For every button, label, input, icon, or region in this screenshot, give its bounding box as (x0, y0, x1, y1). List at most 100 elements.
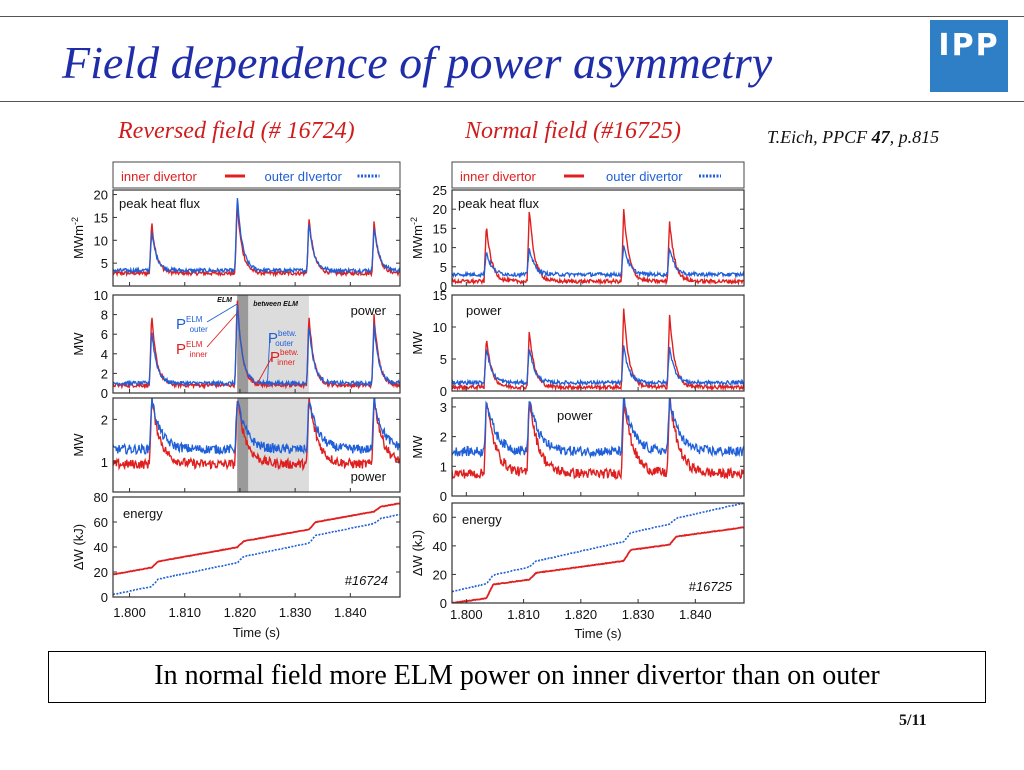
panel-label: energy (123, 506, 163, 521)
panel-3: 1 2 MW power (71, 397, 401, 493)
y-tick-label: 60 (433, 510, 447, 525)
between-elm-label: between ELM (253, 301, 298, 308)
slide-title: Field dependence of power asymmetry (62, 37, 773, 88)
legend-box (112, 161, 401, 189)
legend-label-inner: inner divertor (121, 169, 198, 184)
panel-frame (112, 189, 401, 287)
x-tick-label: 1.820 (565, 607, 598, 622)
y-tick-label: 0 (101, 386, 108, 401)
x-axis-label: Time (s) (574, 626, 621, 641)
annotation-p-inner-betw-sub: inner (277, 358, 295, 367)
panel-3: 0 1 2 3 MW power (410, 397, 745, 504)
annotation-p-inner-betw-sup: betw. (280, 348, 299, 357)
panel-1: 0 5 10 15 20 25 MWm-2 peak heat flux (409, 183, 745, 294)
legend-label-outer: outer divertor (606, 169, 683, 184)
y-tick-label: 20 (94, 565, 108, 580)
annotation-p-outer-betw-sub: outer (275, 339, 294, 348)
subtitle-normal-field: Normal field (#16725) (465, 118, 681, 144)
series-line-outer (113, 198, 400, 275)
chart-reversed-field: inner divertor outer dIvertor5101520MWm-2… (70, 161, 401, 640)
x-tick-label: 1.820 (224, 605, 257, 620)
citation-volume: 47 (871, 127, 890, 147)
y-tick-label: 2 (101, 366, 108, 381)
series-line-inner (113, 502, 400, 576)
elm-shade (237, 295, 249, 393)
shot-number: #16725 (689, 579, 733, 594)
panel-frame (451, 294, 745, 392)
conclusion-box: In normal field more ELM power on inner … (48, 651, 986, 703)
y-tick-label: 10 (94, 288, 108, 303)
x-tick-label: 1.810 (507, 607, 540, 622)
x-tick-label: 1.840 (679, 607, 712, 622)
y-tick-label: 40 (94, 540, 108, 555)
top-rule (0, 16, 1024, 17)
series-line-inner (452, 526, 744, 603)
y-tick-label: 0 (440, 596, 447, 611)
x-tick-label: 1.810 (168, 605, 201, 620)
legend-label-inner: inner divertor (460, 169, 537, 184)
y-tick-label: 80 (94, 490, 108, 505)
panel-4: 0 20 40 60 ΔW (kJ) energy #16725 (410, 502, 745, 611)
x-tick-label: 1.830 (279, 605, 312, 620)
series-line-inner (452, 209, 744, 286)
y-tick-label: 2 (440, 430, 447, 445)
y-axis-label: ΔW (kJ) (410, 530, 425, 576)
y-tick-label: 40 (433, 539, 447, 554)
y-tick-label: 1 (101, 455, 108, 470)
annotation-p-outer-elm-sub: outer (190, 325, 209, 334)
legend-label-outer: outer dIvertor (265, 169, 343, 184)
citation-suffix: , p.815 (889, 127, 940, 147)
y-axis-label: MWm-2 (409, 217, 425, 259)
shot-number: #16724 (345, 573, 388, 588)
title-rule (0, 101, 1024, 102)
panel-frame (112, 397, 401, 493)
y-axis-label-superscript: -2 (70, 217, 80, 225)
y-tick-label: 2 (101, 412, 108, 427)
panel-frame (451, 502, 745, 604)
logo-text: IPP (938, 28, 1000, 63)
elm-shade (237, 398, 249, 492)
y-axis-label: ΔW (kJ) (71, 524, 86, 570)
annotation-pointer-inner-betw (256, 356, 273, 386)
subtitle-reversed-field: Reversed field (# 16724) (118, 118, 355, 144)
series-line-inner (113, 398, 400, 472)
annotation-p-outer-elm: PELM outer (176, 315, 208, 334)
annotation-pointer-outer-betw (267, 332, 271, 382)
y-axis-label: MWm-2 (70, 217, 86, 259)
y-tick-label: 0 (440, 279, 447, 294)
y-tick-label: 5 (440, 352, 447, 367)
y-tick-label: 10 (433, 320, 447, 335)
series-line-outer (452, 345, 744, 387)
y-tick-label: 20 (433, 202, 447, 217)
panel-frame (451, 397, 745, 497)
panel-label: peak heat flux (119, 196, 200, 211)
y-tick-label: 4 (101, 347, 108, 362)
ipp-logo: IPP (930, 20, 1008, 92)
y-tick-label: 5 (440, 260, 447, 275)
legend-box (451, 161, 745, 189)
annotation-p-outer-elm-sup: ELM (186, 315, 203, 324)
y-tick-label: 15 (433, 288, 447, 303)
elm-window-label: ELM (217, 297, 232, 304)
y-tick-label: 10 (94, 233, 108, 248)
y-axis-label: MW (71, 433, 86, 457)
annotation-p-inner-elm: PELM inner (176, 340, 208, 359)
panel-label: power (351, 303, 387, 318)
series-line-outer (113, 305, 400, 388)
series-line-outer (452, 503, 744, 593)
panel-label: power (351, 469, 387, 484)
y-tick-label: 0 (101, 590, 108, 605)
y-tick-label: 8 (101, 308, 108, 323)
series-line-outer (113, 398, 400, 456)
panel-1: 5 10 15 20 MWm-2 peak heat flux (70, 188, 401, 287)
panel-label: energy (462, 512, 502, 527)
y-tick-label: 60 (94, 515, 108, 530)
y-tick-label: 0 (440, 489, 447, 504)
y-tick-label: 20 (94, 188, 108, 203)
series-line-inner (113, 206, 400, 278)
y-axis-label: MW (410, 331, 425, 355)
series-line-outer (452, 398, 744, 459)
y-tick-label: 25 (433, 183, 447, 198)
y-tick-label: 0 (440, 384, 447, 399)
annotation-p-inner-betw: Pbetw. inner (270, 348, 299, 367)
